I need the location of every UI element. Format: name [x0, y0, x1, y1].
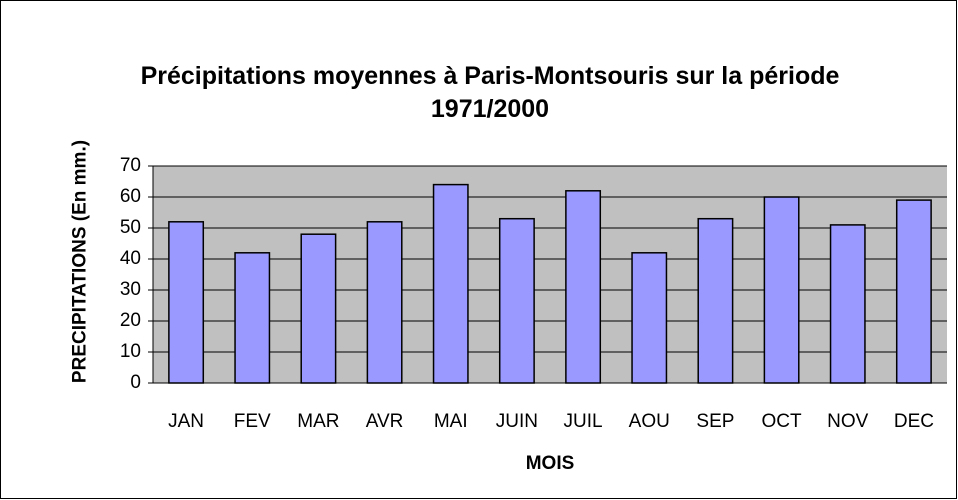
x-axis-label: MOIS [526, 453, 575, 474]
bar [366, 221, 403, 384]
bar [763, 196, 800, 384]
bar [631, 252, 668, 384]
bar [895, 199, 932, 384]
bar [565, 190, 602, 384]
chart-title: Précipitations moyennes à Paris-Montsour… [140, 62, 840, 123]
x-tick-label: OCT [762, 411, 803, 432]
y-tick-label: 50 [120, 217, 141, 238]
y-tick-label: 30 [120, 279, 141, 300]
y-tick-label: 10 [120, 341, 141, 362]
y-axis-label: PRECIPITATIONS (En mm.) [69, 139, 91, 384]
bar [697, 217, 734, 384]
bar [168, 221, 205, 384]
x-tick-label: NOV [827, 411, 869, 432]
x-tick-label: JAN [168, 411, 204, 432]
x-tick-label: MAI [434, 411, 468, 432]
y-tick-label: 20 [120, 310, 141, 331]
bar [498, 217, 535, 384]
bar [234, 252, 271, 384]
x-tick-label: AVR [366, 411, 404, 432]
x-tick-label: MAR [297, 411, 339, 432]
x-tick-label: FEV [234, 411, 271, 432]
bar [829, 224, 866, 384]
x-tick-label: SEP [696, 411, 734, 432]
x-tick-label: JUIL [564, 411, 603, 432]
plot-area [153, 166, 947, 383]
x-tick-label: AOU [629, 411, 670, 432]
y-tick-label: 40 [120, 248, 141, 269]
x-tick-label: DEC [894, 411, 934, 432]
bar [432, 183, 469, 384]
x-tick-label: JUIN [496, 411, 538, 432]
y-tick-label: 70 [120, 155, 141, 176]
bar [300, 233, 337, 384]
y-tick-label: 60 [120, 186, 141, 207]
y-tick-label: 0 [130, 372, 141, 393]
